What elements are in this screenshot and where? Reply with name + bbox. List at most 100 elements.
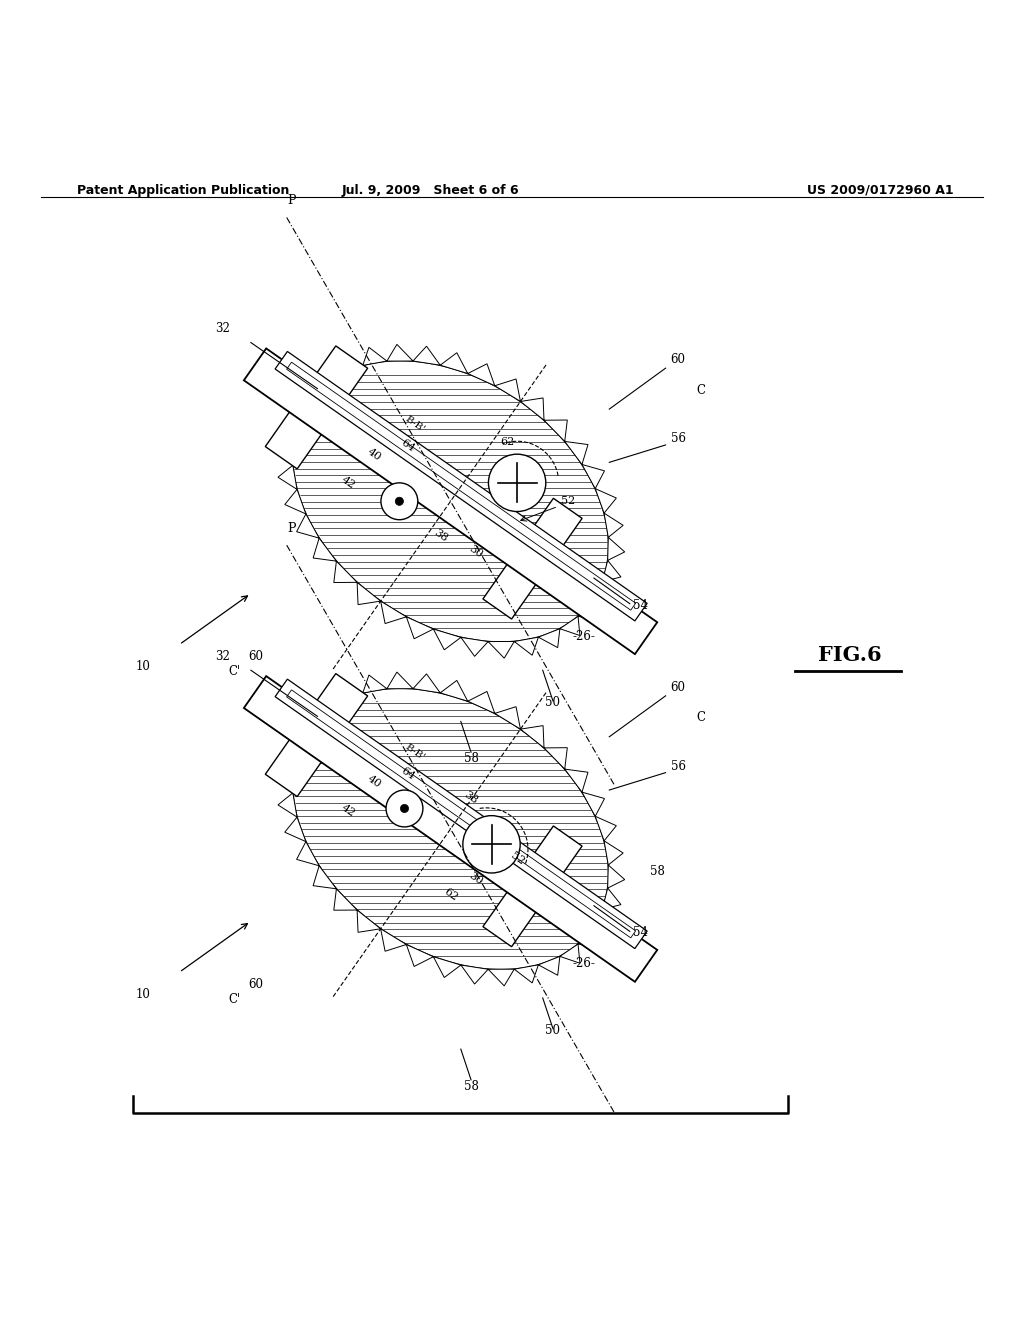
Polygon shape [293, 360, 608, 642]
Polygon shape [413, 675, 440, 693]
Text: 64: 64 [398, 438, 417, 454]
Polygon shape [289, 730, 309, 748]
Polygon shape [285, 817, 306, 842]
Polygon shape [607, 865, 625, 888]
Polygon shape [244, 676, 657, 982]
Text: 58: 58 [650, 865, 666, 878]
Polygon shape [407, 616, 433, 639]
Polygon shape [278, 465, 297, 490]
Polygon shape [407, 945, 433, 966]
Text: 32: 32 [215, 649, 230, 663]
Polygon shape [275, 678, 647, 949]
Polygon shape [413, 346, 440, 366]
Text: 38: 38 [431, 528, 450, 544]
Text: C: C [696, 711, 706, 725]
Text: C': C' [228, 993, 241, 1006]
Polygon shape [468, 364, 495, 385]
Polygon shape [334, 561, 357, 582]
Text: 60: 60 [249, 978, 263, 991]
Polygon shape [602, 561, 621, 582]
Polygon shape [381, 601, 407, 623]
Polygon shape [539, 957, 560, 975]
Polygon shape [278, 793, 297, 817]
Polygon shape [357, 909, 381, 932]
Polygon shape [595, 488, 616, 513]
Text: -26-: -26- [572, 957, 595, 970]
Polygon shape [604, 841, 624, 865]
Circle shape [395, 498, 403, 506]
Polygon shape [488, 969, 514, 986]
Polygon shape [387, 345, 413, 362]
Polygon shape [313, 866, 337, 888]
Text: 54: 54 [633, 927, 648, 940]
Text: 42: 42 [339, 475, 357, 491]
Polygon shape [287, 362, 636, 610]
Polygon shape [357, 582, 381, 605]
Polygon shape [341, 355, 362, 374]
Polygon shape [440, 680, 468, 701]
Polygon shape [560, 616, 580, 635]
Polygon shape [495, 706, 520, 729]
Text: US 2009/0172960 A1: US 2009/0172960 A1 [807, 183, 954, 197]
Polygon shape [468, 692, 495, 713]
Polygon shape [287, 690, 636, 937]
Text: 32: 32 [215, 322, 230, 335]
Polygon shape [433, 630, 461, 649]
Polygon shape [322, 694, 341, 714]
Polygon shape [341, 682, 362, 701]
Polygon shape [244, 348, 657, 655]
Polygon shape [440, 352, 468, 374]
Polygon shape [461, 965, 488, 983]
Polygon shape [433, 957, 461, 978]
Polygon shape [544, 747, 567, 770]
Polygon shape [578, 928, 598, 946]
Polygon shape [293, 688, 608, 970]
Text: 60: 60 [671, 352, 686, 366]
Polygon shape [539, 628, 560, 648]
Polygon shape [483, 498, 582, 619]
Polygon shape [560, 944, 580, 964]
Polygon shape [276, 442, 294, 465]
Polygon shape [275, 351, 647, 620]
Text: B-B': B-B' [403, 742, 426, 762]
Polygon shape [265, 673, 368, 796]
Text: -26-: -26- [572, 630, 595, 643]
Polygon shape [303, 383, 324, 403]
Text: 60: 60 [671, 681, 686, 694]
Polygon shape [334, 888, 357, 911]
Polygon shape [362, 675, 387, 693]
Polygon shape [297, 842, 319, 866]
Text: C: C [696, 384, 706, 397]
Circle shape [488, 454, 546, 512]
Polygon shape [592, 582, 612, 601]
Text: Patent Application Publication: Patent Application Publication [77, 183, 289, 197]
Polygon shape [514, 965, 539, 983]
Text: C': C' [228, 665, 241, 678]
Polygon shape [607, 537, 625, 561]
Polygon shape [297, 513, 319, 539]
Polygon shape [520, 726, 544, 748]
Text: P: P [288, 194, 296, 207]
Text: 54: 54 [633, 599, 648, 611]
Text: 62: 62 [441, 886, 460, 903]
Polygon shape [544, 420, 567, 441]
Text: 10: 10 [136, 660, 151, 673]
Text: 52: 52 [508, 850, 526, 867]
Polygon shape [578, 601, 598, 619]
Polygon shape [387, 672, 413, 689]
Polygon shape [281, 421, 299, 442]
Polygon shape [495, 379, 520, 401]
Polygon shape [322, 367, 341, 387]
Text: FIG.6: FIG.6 [818, 645, 882, 665]
Polygon shape [381, 929, 407, 952]
Polygon shape [289, 403, 309, 421]
Text: Jul. 9, 2009   Sheet 6 of 6: Jul. 9, 2009 Sheet 6 of 6 [341, 183, 519, 197]
Text: P: P [288, 521, 296, 535]
Text: 64: 64 [398, 766, 417, 781]
Text: 10: 10 [136, 987, 151, 1001]
Text: 30: 30 [467, 871, 485, 887]
Circle shape [400, 804, 409, 813]
Polygon shape [564, 770, 588, 792]
Polygon shape [602, 888, 621, 909]
Text: 62: 62 [500, 437, 514, 447]
